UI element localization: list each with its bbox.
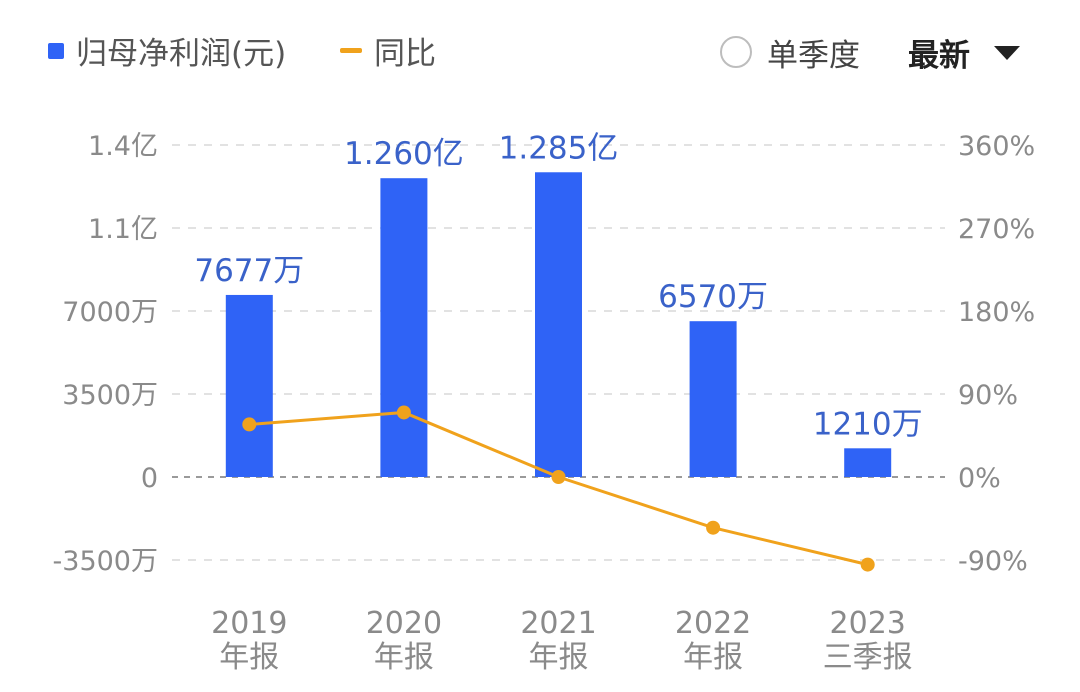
- left-axis-tick-label: 3500万: [62, 380, 158, 411]
- bar: [225, 294, 273, 477]
- chevron-down-icon: [994, 45, 1020, 60]
- left-axis-tick-label: 7000万: [62, 297, 158, 328]
- bar: [689, 321, 737, 477]
- bar-data-label: 1.260亿: [344, 136, 464, 172]
- bar: [380, 178, 428, 477]
- category-report-label: 年报: [683, 640, 743, 675]
- category-year-label: 2019: [211, 606, 287, 641]
- right-axis-tick-label: 90%: [958, 380, 1018, 411]
- left-axis-tick-label: -3500万: [53, 546, 158, 577]
- legend-yoy-label: 同比: [374, 36, 436, 72]
- yoy-point: [860, 557, 875, 572]
- sort-dropdown[interactable]: 最新: [908, 30, 1020, 75]
- category-report-label: 三季报: [823, 640, 913, 675]
- category-report-label: 年报: [374, 640, 434, 675]
- bar-data-label: 1210万: [813, 406, 923, 442]
- category-year-label: 2023: [830, 606, 906, 641]
- legend-line-swatch: [340, 48, 362, 53]
- legend-bar-swatch: [48, 42, 64, 59]
- category-year-label: 2021: [520, 606, 596, 641]
- chart-header: 归母净利润(元) 同比 单季度 最新: [0, 0, 1080, 100]
- right-axis-tick-label: 270%: [958, 214, 1035, 245]
- legend-item-yoy[interactable]: 同比: [340, 28, 436, 73]
- sort-dropdown-label: 最新: [908, 38, 970, 74]
- bar-data-label: 6570万: [658, 279, 768, 315]
- right-axis-tick-label: -90%: [958, 546, 1028, 577]
- right-axis-tick-label: 0%: [958, 463, 1001, 494]
- category-year-label: 2020: [366, 606, 442, 641]
- yoy-point: [242, 417, 257, 432]
- right-axis-tick-label: 360%: [958, 131, 1035, 162]
- single-quarter-label[interactable]: 单季度: [767, 38, 860, 74]
- bar: [535, 172, 582, 477]
- bar: [844, 448, 892, 477]
- yoy-point: [551, 470, 566, 484]
- left-axis-tick-label: 1.4亿: [88, 131, 158, 162]
- legend-net-profit-label: 归母净利润(元): [76, 36, 287, 72]
- left-axis-tick-label: 1.1亿: [88, 214, 158, 245]
- yoy-point: [396, 405, 411, 420]
- legend-item-net-profit[interactable]: 归母净利润(元): [48, 28, 286, 73]
- bar-data-label: 7677万: [194, 253, 304, 289]
- left-axis-tick-label: 0: [141, 463, 158, 494]
- category-report-label: 年报: [529, 640, 589, 675]
- bar-data-label: 1.285亿: [499, 130, 619, 166]
- category-year-label: 2022: [675, 606, 751, 641]
- category-report-label: 年报: [219, 640, 279, 675]
- single-quarter-radio[interactable]: [720, 36, 752, 68]
- right-axis-tick-label: 180%: [958, 297, 1035, 328]
- yoy-point: [706, 520, 721, 535]
